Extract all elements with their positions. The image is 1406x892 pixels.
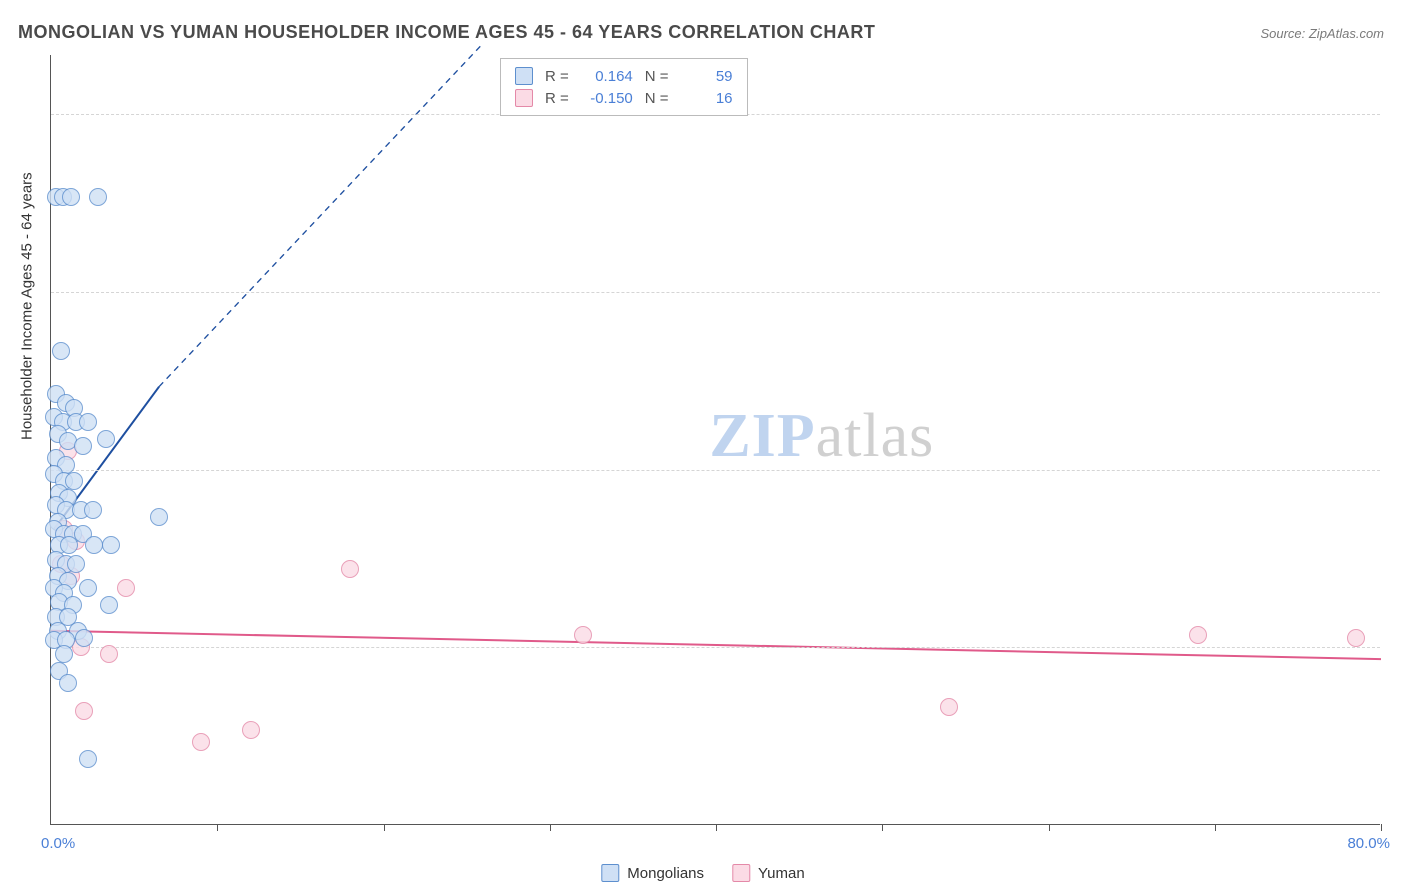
gridline-horizontal (51, 292, 1380, 293)
yuman-point (75, 702, 93, 720)
chart-plot-area: Householder Income Ages 45 - 64 years ZI… (50, 55, 1380, 825)
x-tick-mark (550, 824, 551, 831)
mongolians-point (62, 188, 80, 206)
n-label: N = (645, 90, 669, 107)
r-label: R = (545, 68, 569, 85)
mongolians-point (59, 674, 77, 692)
r-value-mongolians: 0.164 (581, 68, 633, 85)
mongolians-point (79, 413, 97, 431)
legend-swatch-mongolians (601, 864, 619, 882)
mongolians-point (84, 501, 102, 519)
legend-label-mongolians: Mongolians (627, 865, 704, 882)
mongolians-point (102, 536, 120, 554)
yuman-point (341, 560, 359, 578)
mongolians-point (85, 536, 103, 554)
yuman-point (1189, 626, 1207, 644)
watermark-part2: atlas (816, 401, 935, 469)
legend-item-mongolians: Mongolians (601, 864, 704, 882)
chart-title: MONGOLIAN VS YUMAN HOUSEHOLDER INCOME AG… (18, 22, 875, 43)
n-value-mongolians: 59 (681, 68, 733, 85)
trend-line (51, 631, 1381, 659)
swatch-mongolians (515, 67, 533, 85)
gridline-horizontal (51, 470, 1380, 471)
y-tick-label: $150,000 (1392, 461, 1406, 478)
x-tick-mark (1049, 824, 1050, 831)
yuman-point (117, 579, 135, 597)
mongolians-point (150, 508, 168, 526)
mongolians-point (100, 596, 118, 614)
yuman-point (1347, 629, 1365, 647)
y-axis-label: Householder Income Ages 45 - 64 years (19, 172, 36, 440)
n-value-yuman: 16 (681, 90, 733, 107)
stats-row-mongolians: R = 0.164 N = 59 (515, 65, 733, 87)
y-tick-label: $75,000 (1392, 639, 1406, 656)
legend-label-yuman: Yuman (758, 865, 805, 882)
x-tick-mark (384, 824, 385, 831)
gridline-horizontal (51, 647, 1380, 648)
x-tick-mark (1381, 824, 1382, 831)
stats-row-yuman: R = -0.150 N = 16 (515, 87, 733, 109)
source-attribution: Source: ZipAtlas.com (1260, 26, 1384, 41)
mongolians-point (52, 342, 70, 360)
x-axis-min-label: 0.0% (41, 835, 75, 852)
swatch-yuman (515, 89, 533, 107)
x-tick-mark (217, 824, 218, 831)
series-legend: Mongolians Yuman (601, 864, 804, 882)
mongolians-point (89, 188, 107, 206)
mongolians-point (79, 750, 97, 768)
watermark-part1: ZIP (709, 401, 815, 469)
mongolians-point (55, 645, 73, 663)
legend-item-yuman: Yuman (732, 864, 805, 882)
correlation-stats-box: R = 0.164 N = 59 R = -0.150 N = 16 (500, 58, 748, 116)
r-label: R = (545, 90, 569, 107)
yuman-point (242, 721, 260, 739)
yuman-point (574, 626, 592, 644)
mongolians-point (67, 555, 85, 573)
yuman-point (100, 645, 118, 663)
legend-swatch-yuman (732, 864, 750, 882)
x-axis-max-label: 80.0% (1347, 835, 1390, 852)
mongolians-point (97, 430, 115, 448)
trend-line (159, 43, 483, 387)
r-value-yuman: -0.150 (581, 90, 633, 107)
yuman-point (192, 733, 210, 751)
x-tick-mark (716, 824, 717, 831)
y-tick-label: $300,000 (1392, 106, 1406, 123)
mongolians-point (65, 472, 83, 490)
x-tick-mark (882, 824, 883, 831)
yuman-point (940, 698, 958, 716)
x-tick-mark (1215, 824, 1216, 831)
n-label: N = (645, 68, 669, 85)
mongolians-point (60, 536, 78, 554)
watermark-logo: ZIPatlas (709, 400, 934, 471)
y-tick-label: $225,000 (1392, 283, 1406, 300)
mongolians-point (74, 437, 92, 455)
mongolians-point (79, 579, 97, 597)
trend-lines-svg (51, 55, 1380, 824)
mongolians-point (75, 629, 93, 647)
